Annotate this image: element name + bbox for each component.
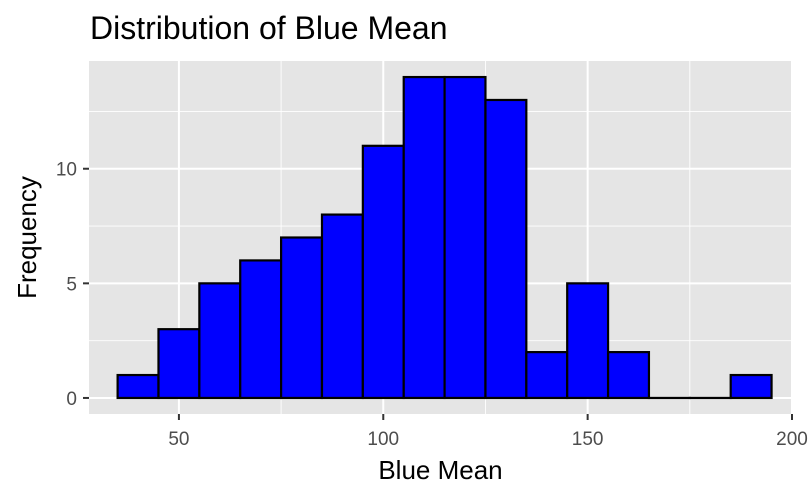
y-tick-label: 0 [66,389,77,410]
histogram-bar [402,75,446,400]
x-axis-title: Blue Mean [378,455,502,485]
x-tick-label: 150 [572,429,604,450]
histogram-bar [361,144,405,400]
y-tick-label: 10 [56,160,77,181]
y-tick-label: 5 [66,274,77,295]
histogram-bar [729,373,773,400]
x-tick-label: 200 [776,429,808,450]
x-tick-label: 100 [367,429,399,450]
y-axis: 0 5 10 [56,160,89,410]
histogram-bar [116,373,160,400]
histogram-bar [525,351,569,400]
histogram-bar [279,236,324,400]
x-tick-label: 50 [168,429,189,450]
histogram-bars [116,75,773,400]
histogram-bar [239,259,283,400]
histogram-bar [198,282,242,400]
histogram-bar [484,98,528,400]
x-axis: 50 100 150 200 [168,414,808,450]
histogram-bar [320,213,364,400]
histogram-bar [606,351,651,400]
histogram-bar [157,328,201,400]
histogram-bar [443,75,487,400]
chart-title: Distribution of Blue Mean [90,10,448,46]
histogram-bar [566,282,610,400]
y-axis-title: Frequency [12,176,42,299]
